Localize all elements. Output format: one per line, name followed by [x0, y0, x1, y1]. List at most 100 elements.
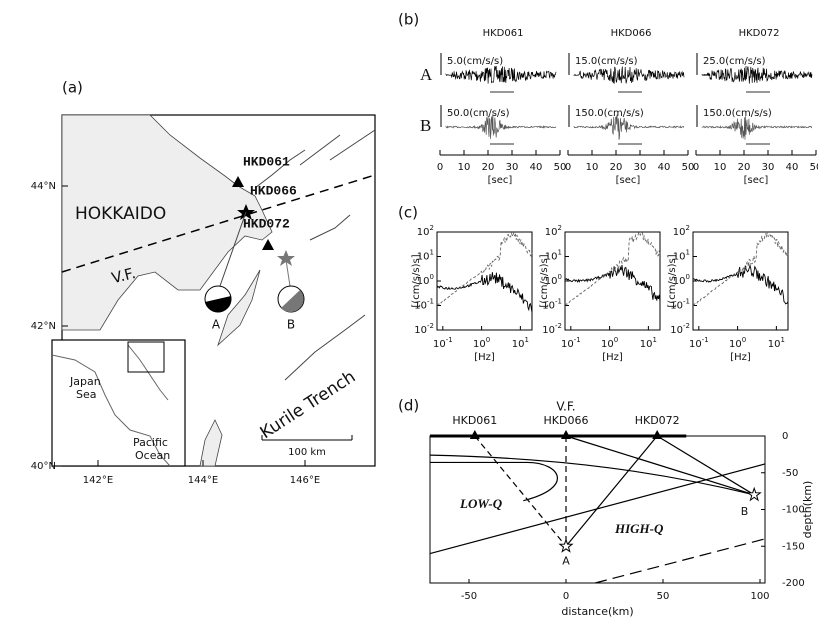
- tick-base: 10: [417, 227, 430, 238]
- inset-label: Pacific: [133, 436, 168, 449]
- tick-label: 10-1: [561, 336, 581, 350]
- y-axis-label: [(cm/s/s)s]: [539, 254, 550, 307]
- y-axis-label: [(cm/s/s)s]: [667, 254, 678, 307]
- x-axis-label: distance(km): [561, 605, 633, 618]
- tick-base: 10: [640, 339, 653, 350]
- station-header: HKD066: [611, 28, 652, 39]
- tick-exponent: 1: [686, 249, 690, 257]
- x-tick-label: 20: [610, 162, 623, 173]
- lon-label: 144°E: [188, 475, 218, 486]
- tick-exponent: -1: [702, 336, 709, 344]
- tick-exponent: 2: [558, 224, 562, 232]
- x-tick-label: 30: [506, 162, 519, 173]
- waveform: [446, 66, 556, 84]
- page: (a) HOKKAIDO V.F. A B Kurile Trench 100 …: [0, 0, 818, 628]
- source-label: B: [287, 318, 295, 332]
- panel-label: (d): [398, 397, 419, 415]
- inset-label: Japan: [69, 375, 101, 388]
- region-label: HIGH-Q: [614, 521, 664, 536]
- tick-label: 101: [640, 336, 657, 350]
- ray-path: [595, 539, 765, 583]
- tick-base: 10: [512, 339, 525, 350]
- tick-base: 10: [545, 227, 558, 238]
- waveform: [574, 67, 684, 84]
- tick-label: 100: [601, 336, 618, 350]
- tick-exponent: -2: [683, 322, 690, 330]
- ray-path: [657, 436, 754, 495]
- tick-label: 101: [768, 336, 785, 350]
- x-tick-label: 30: [762, 162, 775, 173]
- tick-exponent: 1: [430, 249, 434, 257]
- source-star: [748, 488, 760, 500]
- tick-exponent: -1: [555, 298, 562, 306]
- y-axis-label: depth(km): [801, 481, 814, 539]
- tick-label: 10-2: [414, 322, 434, 336]
- tick-label: 100: [729, 336, 746, 350]
- row-label: B: [420, 116, 431, 135]
- lat-label: 42°N: [31, 321, 56, 332]
- amplitude-label: 25.0(cm/s/s): [703, 56, 766, 67]
- tick-base: 10: [670, 325, 683, 336]
- tick-base: 10: [433, 339, 446, 350]
- y-tick-label: 0: [782, 431, 788, 442]
- lat-label: 40°N: [31, 461, 56, 472]
- tick-exponent: -1: [683, 298, 690, 306]
- spectrum-dashed: [565, 232, 660, 305]
- station-header: HKD072: [739, 28, 780, 39]
- tick-exponent: 0: [486, 336, 490, 344]
- inset-label: Sea: [76, 388, 97, 401]
- tick-exponent: -1: [446, 336, 453, 344]
- station-label: HKD072: [243, 216, 290, 231]
- tick-exponent: 2: [686, 224, 690, 232]
- tick-base: 10: [561, 339, 574, 350]
- x-axis-label: [sec]: [616, 175, 641, 186]
- tick-label: 102: [673, 224, 690, 238]
- tick-label: 10-2: [670, 322, 690, 336]
- waveform: [702, 116, 812, 139]
- tick-exponent: 0: [430, 273, 434, 281]
- spectrum-solid: [693, 265, 788, 304]
- amplitude-label: 15.0(cm/s/s): [575, 56, 638, 67]
- tick-base: 10: [673, 227, 686, 238]
- tick-exponent: 1: [781, 336, 785, 344]
- fault-label: V.F.: [556, 400, 575, 414]
- x-tick-label: 10: [586, 162, 599, 173]
- panel-label: (c): [398, 204, 418, 222]
- tick-label: 101: [512, 336, 529, 350]
- tick-exponent: 0: [558, 273, 562, 281]
- panel-label: (b): [398, 11, 419, 29]
- ray-path: [430, 455, 754, 495]
- source-label: A: [562, 554, 570, 567]
- station-label: HKD061: [243, 154, 290, 169]
- tick-base: 10: [689, 339, 702, 350]
- station-label: HKD061: [452, 414, 497, 427]
- x-tick-label: 100: [750, 591, 769, 602]
- tick-base: 10: [414, 325, 427, 336]
- tick-exponent: -1: [574, 336, 581, 344]
- tick-exponent: 2: [430, 224, 434, 232]
- tick-exponent: -2: [427, 322, 434, 330]
- tick-label: 10-1: [433, 336, 453, 350]
- tick-exponent: -1: [427, 298, 434, 306]
- x-tick-label: 0: [563, 591, 569, 602]
- lon-label: 142°E: [83, 475, 113, 486]
- panel-label: (a): [62, 79, 83, 97]
- tick-exponent: 0: [686, 273, 690, 281]
- source-label: A: [212, 318, 221, 332]
- amplitude-label: 150.0(cm/s/s): [703, 108, 772, 119]
- lon-label: 146°E: [290, 475, 320, 486]
- spectrum-dashed: [693, 232, 788, 306]
- amplitude-label: 5.0(cm/s/s): [447, 56, 503, 67]
- spectrum-solid: [565, 265, 660, 302]
- waveform: [702, 66, 812, 84]
- lat-label: 44°N: [31, 181, 56, 192]
- figure: (a) HOKKAIDO V.F. A B Kurile Trench 100 …: [0, 0, 818, 628]
- tick-exponent: 1: [558, 249, 562, 257]
- tick-label: 10-2: [542, 322, 562, 336]
- tick-label: 10-1: [689, 336, 709, 350]
- y-tick-label: -150: [782, 541, 805, 552]
- tick-base: 10: [542, 325, 555, 336]
- spectrum-solid: [437, 272, 532, 313]
- x-tick-label: 0: [693, 162, 699, 173]
- y-axis-label: [(cm/s/s)s]: [411, 254, 422, 307]
